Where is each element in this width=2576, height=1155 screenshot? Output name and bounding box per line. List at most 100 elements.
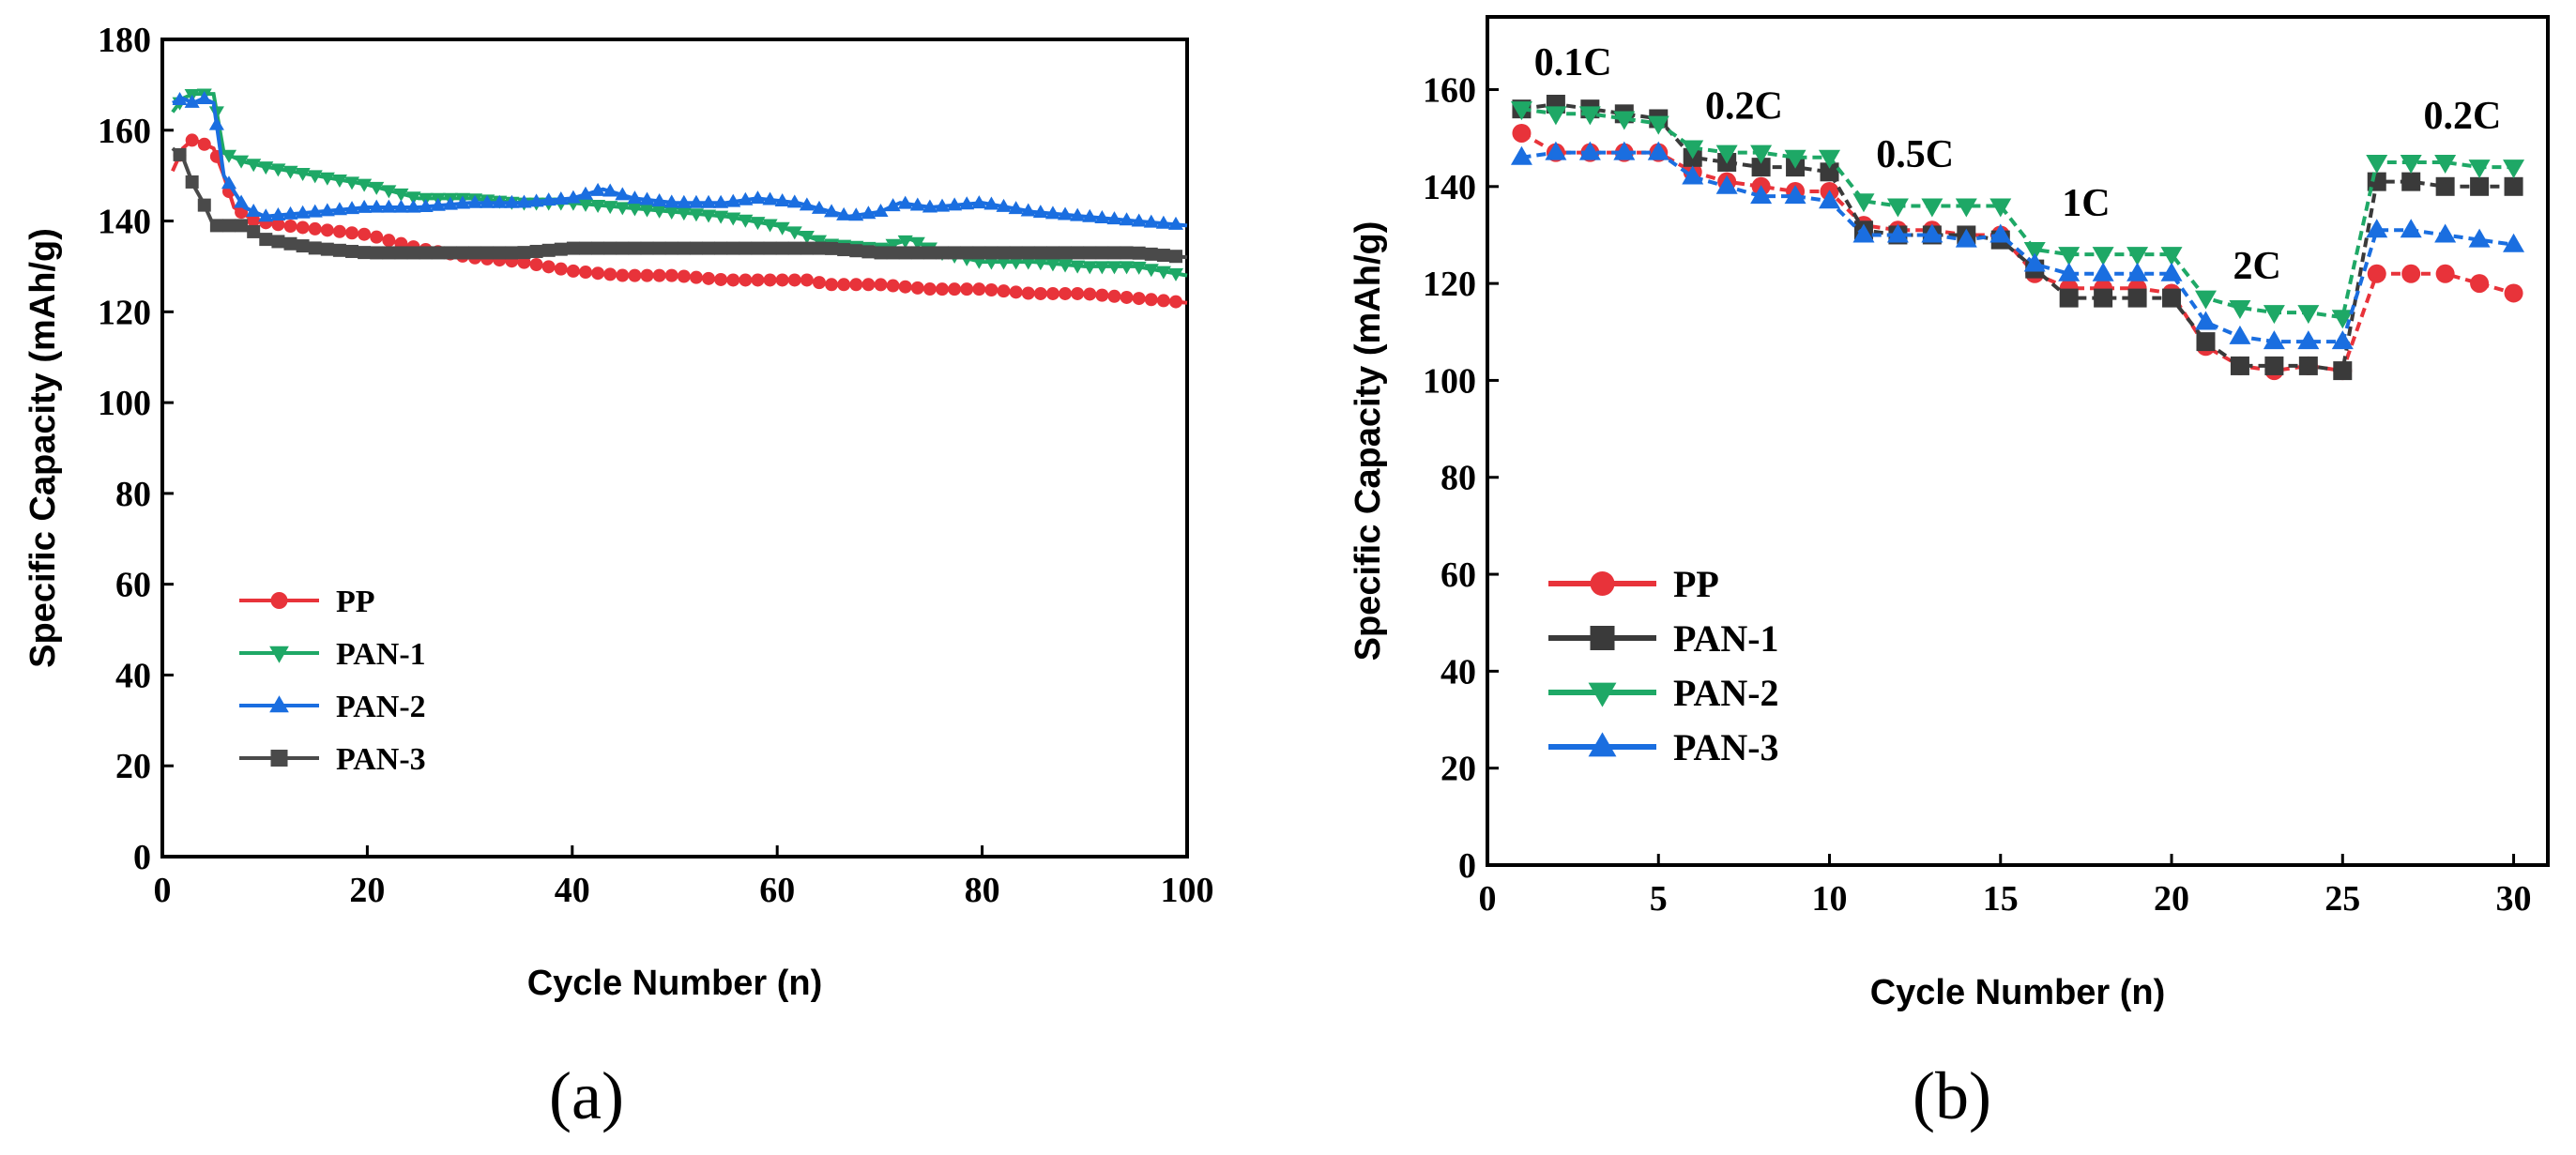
data-point-pan-2 bbox=[885, 198, 901, 212]
data-point-pp bbox=[1045, 286, 1059, 300]
data-point-pan-2 bbox=[2434, 154, 2457, 174]
legend-label-pan-2: PAN-2 bbox=[336, 690, 426, 724]
data-point-pan-3 bbox=[308, 241, 322, 255]
data-point-pan-3 bbox=[800, 241, 814, 255]
data-point-pan-1 bbox=[2470, 176, 2490, 196]
data-point-pp bbox=[702, 271, 716, 285]
data-point-pp bbox=[751, 273, 765, 287]
data-point-pp bbox=[603, 267, 617, 281]
data-point-pan-2 bbox=[983, 196, 999, 210]
data-point-pan-3 bbox=[1750, 185, 1773, 205]
data-point-pan-2 bbox=[2023, 241, 2046, 261]
data-point-pp bbox=[972, 282, 986, 296]
data-point-pan-2 bbox=[848, 207, 864, 221]
y-tick-label: 20 bbox=[115, 747, 151, 786]
data-point-pan-1 bbox=[221, 149, 237, 163]
data-point-pan-3 bbox=[235, 219, 249, 233]
data-point-pan-3 bbox=[480, 246, 495, 260]
data-point-pan-2 bbox=[172, 91, 188, 105]
data-point-pp bbox=[566, 264, 580, 278]
x-tick-label: 25 bbox=[2324, 879, 2360, 919]
data-point-pan-3 bbox=[763, 241, 777, 255]
x-axis-label: Cycle Number (n) bbox=[1870, 973, 2166, 1012]
data-point-pan-3 bbox=[209, 219, 223, 233]
data-point-pan-2 bbox=[2331, 310, 2354, 329]
data-point-pan-2 bbox=[1955, 198, 1977, 218]
data-point-pan-3 bbox=[1071, 246, 1085, 260]
data-point-pan-1 bbox=[897, 235, 913, 249]
data-point-pp bbox=[2504, 283, 2523, 303]
y-tick-label: 120 bbox=[1423, 265, 1476, 304]
legend-label-pan-3: PAN-3 bbox=[336, 742, 426, 777]
legend-label-pp: PP bbox=[336, 585, 375, 619]
data-point-pp bbox=[1512, 123, 1532, 143]
data-point-pan-2 bbox=[873, 203, 889, 217]
data-point-pan-1 bbox=[331, 175, 347, 189]
data-point-pp bbox=[984, 283, 998, 297]
data-point-pan-2 bbox=[2297, 305, 2320, 325]
data-point-pp bbox=[861, 278, 876, 292]
data-point-pan-3 bbox=[505, 246, 519, 260]
data-point-pan-3 bbox=[874, 246, 888, 260]
data-point-pan-3 bbox=[1083, 246, 1097, 260]
data-point-pan-1 bbox=[381, 185, 397, 199]
data-point-pan-3 bbox=[1510, 145, 1532, 165]
data-point-pan-3 bbox=[652, 241, 666, 255]
series-line-pan-2 bbox=[1521, 107, 2514, 320]
data-point-pan-1 bbox=[2504, 176, 2523, 196]
data-point-pan-2 bbox=[1008, 201, 1024, 215]
data-point-pan-3 bbox=[455, 246, 469, 260]
legend-label-pan-3: PAN-3 bbox=[1673, 726, 1779, 768]
y-tick-label: 120 bbox=[98, 293, 151, 332]
data-point-pan-2 bbox=[639, 191, 655, 205]
chart-a: 0 20 40 60 80 100 0 20 40 60 80 100 120 140 160 180 Cycl… bbox=[23, 21, 1214, 1003]
y-tick-label: 20 bbox=[1440, 750, 1476, 789]
plot-frame bbox=[160, 38, 1189, 859]
data-point-pan-1 bbox=[602, 201, 618, 215]
data-point-pp bbox=[517, 255, 531, 269]
legend-marker-pp bbox=[1590, 571, 1615, 596]
data-point-pan-1 bbox=[1119, 261, 1135, 275]
data-point-pan-2 bbox=[258, 208, 274, 222]
data-point-pan-2 bbox=[1886, 198, 1909, 218]
data-point-pan-3 bbox=[1989, 223, 2012, 243]
data-point-pp bbox=[948, 282, 962, 296]
data-point-pan-3 bbox=[2160, 262, 2183, 281]
legend-marker-pan-1 bbox=[269, 646, 289, 663]
data-point-pan-3 bbox=[1647, 141, 1669, 160]
data-point-pan-3 bbox=[2126, 262, 2149, 281]
y-tick-label: 160 bbox=[1423, 70, 1476, 110]
data-point-pan-2 bbox=[861, 205, 876, 220]
data-point-pp bbox=[247, 213, 261, 227]
x-tick-label: 60 bbox=[759, 871, 795, 910]
data-point-pp bbox=[1107, 289, 1121, 303]
data-point-pan-3 bbox=[787, 241, 801, 255]
data-point-pp bbox=[271, 218, 285, 232]
data-point-pp bbox=[1021, 286, 1035, 300]
data-point-pan-1 bbox=[996, 256, 1012, 270]
data-point-pp bbox=[1095, 288, 1109, 302]
data-point-pan-3 bbox=[1009, 246, 1023, 260]
data-point-pan-3 bbox=[493, 246, 507, 260]
y-tick-label: 100 bbox=[1423, 361, 1476, 401]
x-axis-label: Cycle Number (n) bbox=[527, 964, 823, 1003]
data-point-pan-2 bbox=[824, 204, 840, 218]
series-line-pan-2 bbox=[172, 96, 1188, 228]
data-point-pp bbox=[849, 278, 863, 292]
legend-marker-pp bbox=[270, 592, 288, 609]
data-point-pp bbox=[296, 220, 310, 235]
legend-marker-pan-1 bbox=[1590, 626, 1615, 650]
data-point-pan-1 bbox=[1008, 256, 1024, 270]
data-point-pan-1 bbox=[786, 226, 802, 240]
data-point-pan-1 bbox=[1058, 259, 1074, 273]
series-line-pp bbox=[1520, 131, 2515, 373]
data-point-pan-1 bbox=[319, 172, 335, 186]
data-point-pan-3 bbox=[591, 241, 605, 255]
data-point-pp bbox=[689, 270, 703, 284]
data-point-pan-2 bbox=[343, 201, 360, 215]
y-tick-label: 60 bbox=[1440, 555, 1476, 595]
data-point-pan-1 bbox=[2435, 176, 2455, 196]
data-point-pan-3 bbox=[541, 243, 556, 257]
data-point-pan-2 bbox=[971, 195, 987, 209]
data-point-pan-2 bbox=[1032, 205, 1048, 219]
